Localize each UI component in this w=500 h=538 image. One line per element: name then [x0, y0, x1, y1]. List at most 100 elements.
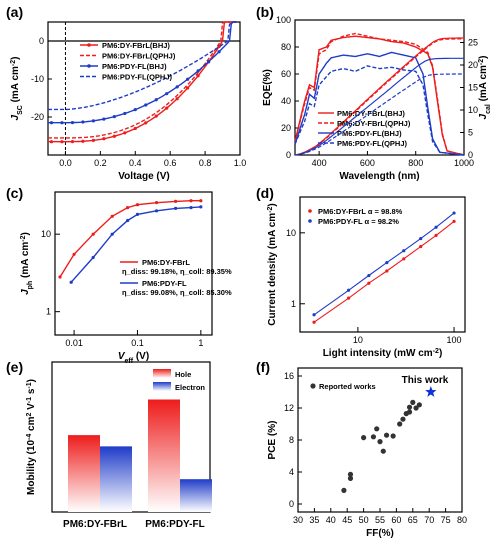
- c-series-point-0: [91, 232, 95, 236]
- c-series-point-0: [58, 275, 62, 279]
- a-legend-marker-0: [87, 43, 91, 47]
- a-xtick-label: 0.4: [129, 158, 142, 168]
- c-legend-label-1: PM6:PDY-FL: [142, 279, 187, 288]
- c-series-point-1: [174, 206, 178, 211]
- b-legend-label-1: PM6:DY-FBrL(QPHJ): [337, 119, 411, 128]
- b-ytick-right-label: 25: [468, 38, 478, 48]
- e-ylabel: Mobility (10-4 cm2 V-1 s-1): [26, 379, 38, 495]
- c-series-point-0: [154, 201, 159, 205]
- a-series-point-2: [123, 111, 127, 116]
- f-reported-point: [416, 402, 422, 408]
- e-bar-hole-0: [68, 435, 100, 512]
- b-eqe-line-3: [294, 65, 465, 156]
- a-ytick-label: -20: [31, 112, 44, 122]
- d-series-point-1: [346, 288, 351, 292]
- c-series-point-0: [72, 252, 76, 256]
- f-xtick-label: 70: [424, 515, 434, 525]
- f-xtick-label: 35: [309, 515, 319, 525]
- f-xtick-label: 50: [359, 515, 369, 525]
- b-ytick-label: 60: [281, 69, 291, 79]
- c-series-point-0: [174, 199, 178, 203]
- a-xtick-label: 0.0: [59, 158, 72, 168]
- f-xtick-label: 80: [457, 515, 467, 525]
- a-xlabel: Voltage (V): [118, 171, 169, 182]
- f-xtick-label: 40: [326, 515, 336, 525]
- c-ytick-label: 10: [41, 229, 51, 239]
- f-xlabel: FF(%): [366, 528, 394, 538]
- f-ytick-label: 16: [284, 371, 294, 381]
- a-series-point-0: [154, 114, 158, 118]
- f-reported-point: [400, 416, 406, 422]
- f-xtick-label: 75: [441, 515, 451, 525]
- a-series-point-0: [70, 140, 75, 144]
- e-bar-electron-1: [180, 479, 212, 512]
- f-reported-point: [341, 487, 347, 493]
- c-xlabel: Veff (V): [118, 351, 149, 365]
- e-legend-swatch-0: [153, 369, 171, 378]
- f-ytick-label: 12: [284, 403, 294, 413]
- panel-label-d: (d): [256, 185, 274, 201]
- a-ylabel: JSC (mA cm-2): [10, 57, 24, 121]
- d-series-point-0: [434, 233, 438, 238]
- d-xtick-label: 100: [447, 335, 462, 345]
- f-xtick-label: 55: [375, 515, 385, 525]
- a-series-point-2: [186, 77, 190, 81]
- d-legend-label-1: PM6:PDY-FL α = 98.2%: [318, 217, 399, 226]
- a-series-point-2: [154, 98, 158, 102]
- c-series-point-1: [154, 209, 159, 213]
- b-ytick-right-label: 10: [468, 105, 478, 115]
- f-reported-point: [347, 475, 354, 481]
- f-reported-point: [347, 471, 354, 477]
- c-legend-label-0: PM6:DY-FBrL: [142, 258, 190, 267]
- f-ytick-label: 0: [289, 499, 294, 509]
- b-eqe-line-1: [294, 32, 465, 156]
- f-xtick-label: 30: [293, 515, 303, 525]
- b-ytick-right-label: 20: [468, 60, 478, 70]
- a-legend-label-0: PM6:DY-FBrL(BHJ): [102, 41, 170, 50]
- a-xtick-label: 1.0: [234, 158, 247, 168]
- a-ytick-label: -10: [31, 74, 44, 84]
- f-reported-point: [374, 426, 380, 432]
- a-series-point-0: [91, 138, 95, 142]
- a-series-point-2: [81, 120, 85, 124]
- a-series-point-0: [102, 137, 106, 141]
- e-category-label-0: PM6:DY-FBrL: [63, 519, 127, 530]
- a-series-line-3: [48, 21, 237, 111]
- a-series-point-0: [123, 131, 127, 135]
- c-series-point-1: [126, 218, 130, 223]
- d-series-point-1: [419, 236, 423, 241]
- a-series-point-0: [196, 74, 200, 78]
- b-jcal-line-2: [294, 57, 464, 156]
- c-series-point-1: [110, 232, 114, 236]
- c-series-point-1: [189, 206, 193, 210]
- d-xlabel: Light intensity (mW cm-2): [323, 348, 443, 360]
- f-reported-point: [410, 399, 416, 405]
- c-series-point-0: [199, 199, 203, 203]
- b-legend-label-0: PM6:DY-FBrL(BHJ): [337, 109, 405, 118]
- a-series-point-0: [165, 106, 169, 110]
- a-legend-marker-2: [87, 64, 91, 68]
- a-series-point-0: [49, 140, 54, 144]
- b-xlabel: Wavelength (nm): [339, 171, 419, 182]
- a-series-point-2: [144, 103, 148, 107]
- d-series-point-0: [419, 244, 423, 249]
- d-series-point-1: [367, 273, 371, 278]
- f-reported-point: [380, 448, 386, 454]
- a-series-point-0: [112, 134, 116, 138]
- f-reported-point: [390, 433, 396, 439]
- c-series-point-1: [91, 255, 95, 260]
- d-ylabel: Current density (mA cm-2): [267, 203, 279, 326]
- c-ytick-label: 1: [46, 307, 51, 317]
- b-eqe-line-2: [294, 51, 465, 156]
- panel-label-b: (b): [256, 4, 274, 20]
- b-xtick-label: 1000: [454, 158, 474, 168]
- d-legend-label-0: PM6:DY-FBrL α = 98.8%: [318, 207, 403, 216]
- b-legend-label-3: PM6:PDY-FL(QPHJ): [337, 139, 408, 148]
- c-legend-eta-0: η_diss: 99.18%, η_coll: 89.35%: [122, 267, 232, 276]
- c-series-point-0: [110, 214, 114, 218]
- c-xtick-label: 1: [198, 338, 203, 348]
- a-series-point-2: [196, 69, 200, 73]
- f-ylabel: PCE (%): [267, 421, 278, 460]
- d-series-point-1: [434, 225, 438, 229]
- a-series-point-2: [91, 119, 95, 123]
